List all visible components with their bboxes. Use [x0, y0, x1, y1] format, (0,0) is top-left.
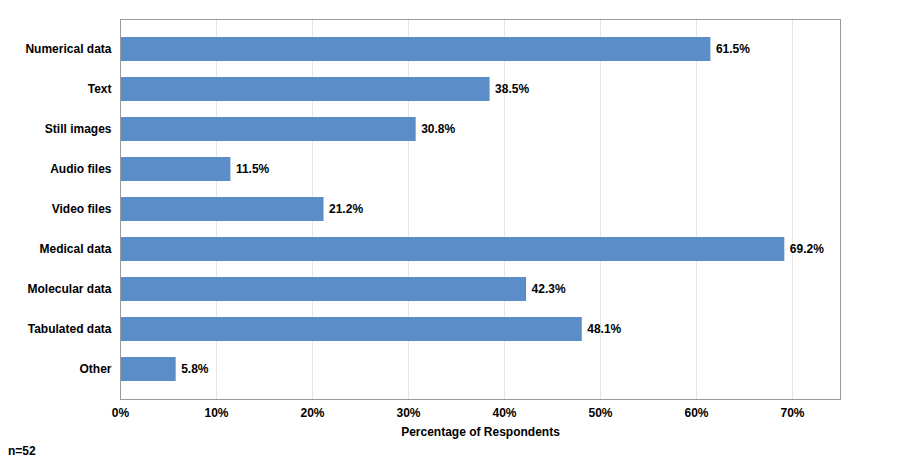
svg-text:Tabulated data: Tabulated data	[28, 322, 112, 336]
svg-text:Audio files: Audio files	[50, 162, 112, 176]
svg-text:38.5%: 38.5%	[495, 82, 529, 96]
svg-text:30%: 30%	[396, 406, 420, 420]
svg-text:Numerical data: Numerical data	[25, 42, 111, 56]
svg-text:50%: 50%	[588, 406, 612, 420]
svg-text:40%: 40%	[492, 406, 516, 420]
svg-text:60%: 60%	[684, 406, 708, 420]
svg-text:Percentage of Respondents: Percentage of Respondents	[401, 425, 560, 439]
svg-text:Video files: Video files	[52, 202, 112, 216]
svg-text:69.2%: 69.2%	[790, 242, 824, 256]
svg-text:10%: 10%	[204, 406, 228, 420]
svg-text:Molecular data: Molecular data	[27, 282, 111, 296]
svg-text:Other: Other	[79, 362, 111, 376]
svg-text:0%: 0%	[112, 406, 130, 420]
svg-text:48.1%: 48.1%	[587, 322, 621, 336]
svg-text:Text: Text	[88, 82, 112, 96]
svg-text:21.2%: 21.2%	[329, 202, 363, 216]
svg-text:Still images: Still images	[45, 122, 112, 136]
svg-text:20%: 20%	[300, 406, 324, 420]
svg-text:42.3%: 42.3%	[532, 282, 566, 296]
svg-text:61.5%: 61.5%	[716, 42, 750, 56]
svg-text:5.8%: 5.8%	[181, 362, 209, 376]
html-text:n=52: n=52	[8, 444, 36, 458]
svg-text:11.5%: 11.5%	[236, 162, 270, 176]
svg-text:30.8%: 30.8%	[421, 122, 455, 136]
svg-text:Medical data: Medical data	[39, 242, 111, 256]
svg-text:70%: 70%	[780, 406, 804, 420]
